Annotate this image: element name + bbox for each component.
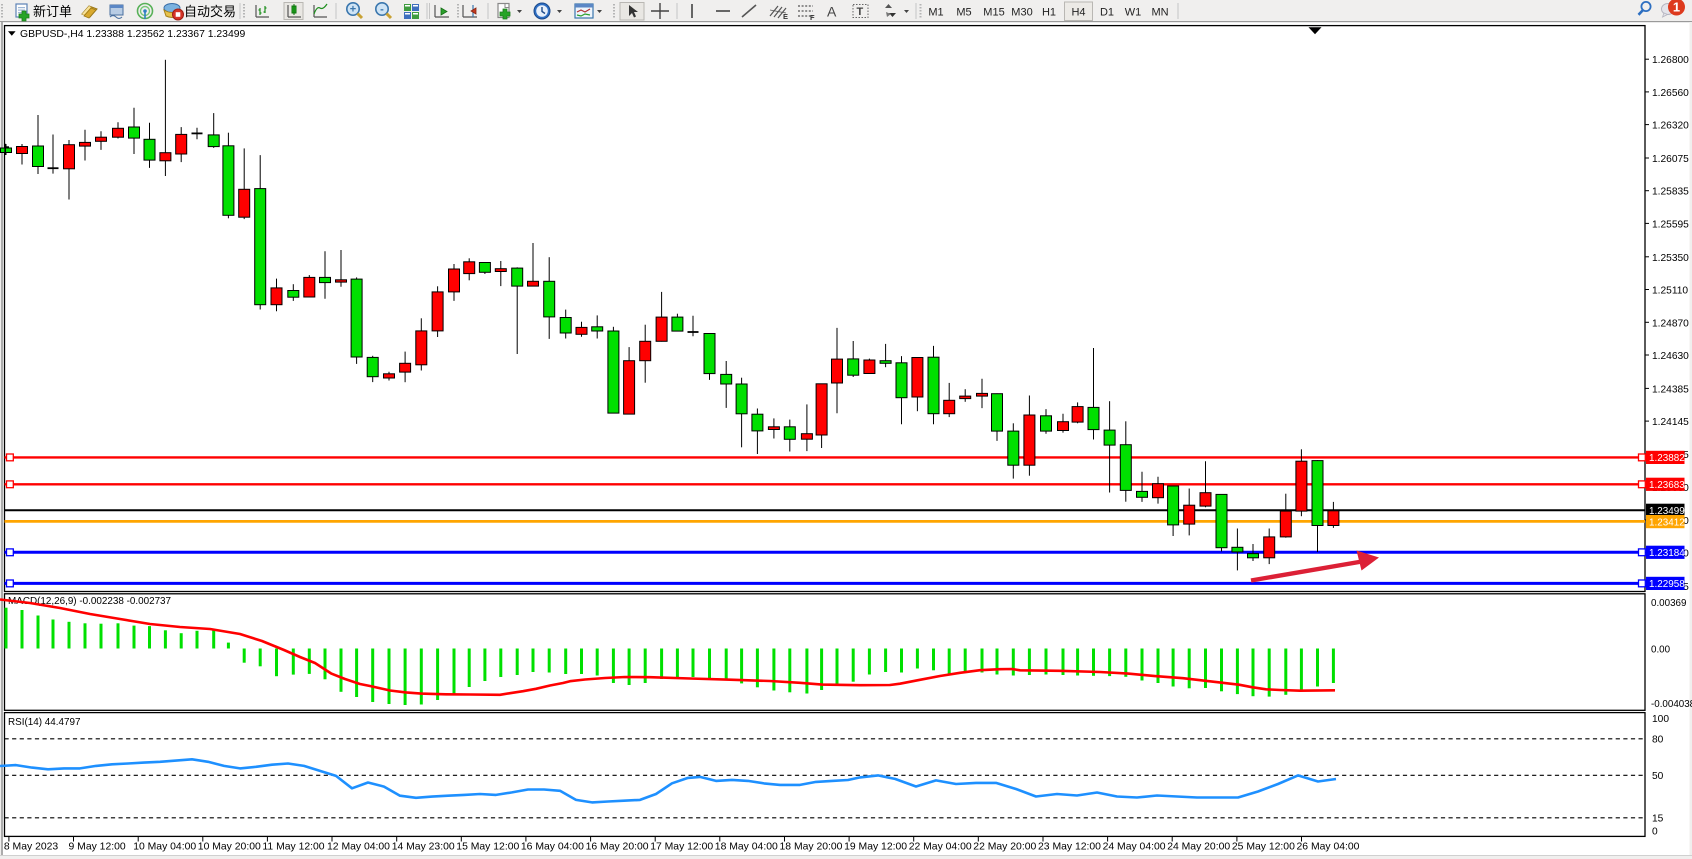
- svg-text:1.22958: 1.22958: [1649, 579, 1685, 590]
- svg-text:1.23499: 1.23499: [1649, 506, 1685, 517]
- svg-text:16 May 04:00: 16 May 04:00: [521, 842, 584, 853]
- svg-text:22 May 20:00: 22 May 20:00: [973, 842, 1036, 853]
- svg-text:新订单: 新订单: [33, 4, 72, 19]
- svg-text:15: 15: [1652, 814, 1664, 825]
- svg-text:H4: H4: [1071, 7, 1085, 19]
- svg-text:19 May 12:00: 19 May 12:00: [844, 842, 907, 853]
- svg-text:1.23882: 1.23882: [1649, 453, 1685, 464]
- svg-text:0.00369: 0.00369: [1651, 598, 1686, 609]
- svg-text:0.00: 0.00: [1651, 645, 1671, 656]
- svg-text:80: 80: [1652, 735, 1664, 746]
- svg-text:MACD(12,26,9) -0.002238 -0.002: MACD(12,26,9) -0.002238 -0.002737: [8, 596, 171, 607]
- svg-text:1: 1: [1673, 0, 1680, 15]
- svg-text:1.26560: 1.26560: [1652, 88, 1689, 99]
- svg-text:F: F: [810, 13, 815, 22]
- svg-text:23 May 12:00: 23 May 12:00: [1038, 842, 1101, 853]
- svg-text:1.24630: 1.24630: [1652, 351, 1689, 362]
- svg-text:11 May 12:00: 11 May 12:00: [262, 842, 324, 853]
- svg-text:0: 0: [1652, 827, 1658, 838]
- svg-text:D1: D1: [1100, 7, 1114, 19]
- svg-text:100: 100: [1652, 714, 1669, 725]
- svg-text:-: -: [380, 4, 384, 16]
- svg-text:50: 50: [1652, 771, 1664, 782]
- svg-text:25 May 12:00: 25 May 12:00: [1232, 842, 1295, 853]
- svg-text:24 May 20:00: 24 May 20:00: [1167, 842, 1230, 853]
- svg-text:T: T: [857, 6, 864, 18]
- svg-text:17 May 12:00: 17 May 12:00: [650, 842, 713, 853]
- svg-text:+: +: [350, 4, 356, 16]
- svg-text:12 May 04:00: 12 May 04:00: [327, 842, 390, 853]
- svg-text:1.25595: 1.25595: [1652, 219, 1689, 230]
- svg-text:M15: M15: [983, 7, 1004, 19]
- svg-text:-0.004038: -0.004038: [1651, 699, 1692, 710]
- svg-text:9 May 12:00: 9 May 12:00: [69, 842, 126, 853]
- svg-text:1.23184: 1.23184: [1649, 548, 1685, 559]
- svg-text:E: E: [783, 12, 788, 21]
- svg-text:10 May 04:00: 10 May 04:00: [133, 842, 196, 853]
- svg-text:1.24870: 1.24870: [1652, 318, 1689, 329]
- svg-text:M30: M30: [1011, 7, 1032, 19]
- svg-text:1.25110: 1.25110: [1652, 286, 1688, 297]
- svg-text:15 May 12:00: 15 May 12:00: [456, 842, 519, 853]
- svg-text:26 May 04:00: 26 May 04:00: [1297, 842, 1360, 853]
- svg-text:18 May 04:00: 18 May 04:00: [715, 842, 778, 853]
- svg-text:MN: MN: [1151, 7, 1168, 19]
- svg-text:1.25835: 1.25835: [1652, 187, 1689, 198]
- svg-text:M1: M1: [928, 7, 943, 19]
- svg-text:14 May 23:00: 14 May 23:00: [392, 842, 455, 853]
- svg-text:16 May 20:00: 16 May 20:00: [586, 842, 649, 853]
- svg-text:1.24145: 1.24145: [1652, 417, 1689, 428]
- svg-text:1.24385: 1.24385: [1652, 384, 1689, 395]
- svg-text:M5: M5: [956, 7, 971, 19]
- svg-text:1.25350: 1.25350: [1652, 253, 1689, 264]
- svg-text:GBPUSD-,H4 1.23388 1.23562 1.: GBPUSD-,H4 1.23388 1.23562 1.23367 1.234…: [20, 29, 246, 40]
- svg-text:10 May 20:00: 10 May 20:00: [198, 842, 261, 853]
- svg-text:22 May 04:00: 22 May 04:00: [909, 842, 972, 853]
- svg-text:自动交易: 自动交易: [184, 4, 236, 19]
- svg-text:1.23412: 1.23412: [1649, 517, 1685, 528]
- svg-text:A: A: [827, 4, 837, 20]
- svg-text:24 May 04:00: 24 May 04:00: [1103, 842, 1166, 853]
- svg-text:1.26320: 1.26320: [1652, 121, 1689, 132]
- svg-text:RSI(14) 44.4797: RSI(14) 44.4797: [8, 717, 80, 728]
- svg-text:W1: W1: [1125, 7, 1142, 19]
- svg-text:8 May 2023: 8 May 2023: [4, 842, 59, 853]
- svg-text:18 May 20:00: 18 May 20:00: [780, 842, 843, 853]
- svg-text:1.23683: 1.23683: [1649, 480, 1685, 491]
- svg-text:1.26075: 1.26075: [1652, 154, 1689, 165]
- svg-text:H1: H1: [1042, 7, 1056, 19]
- svg-text:1.26800: 1.26800: [1652, 55, 1689, 66]
